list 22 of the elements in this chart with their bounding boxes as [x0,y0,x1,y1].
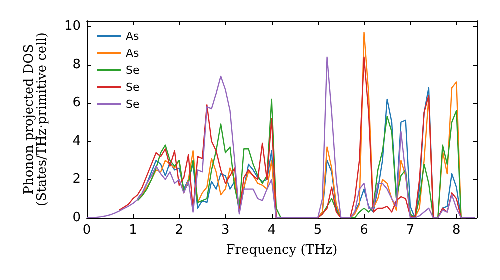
legend-label: Se [126,64,140,77]
y-tick-label: 0 [72,210,81,226]
x-tick-label: 0 [82,223,92,238]
x-tick-label: 6 [360,223,368,238]
x-axis-title: Frequency (THz) [226,243,338,258]
x-tick-label: 3 [221,223,230,238]
y-tick-label: 10 [64,19,81,34]
y-tick-label: 2 [72,172,81,188]
y-tick-label: 4 [72,134,81,149]
x-tick-label: 1 [129,223,138,238]
x-tick-label: 2 [175,223,184,238]
y-tick-label: 6 [72,96,81,111]
x-tick-label: 4 [268,223,276,238]
legend-label: Se [126,98,140,111]
legend-label: As [126,47,140,60]
x-tick-label: 5 [314,223,322,238]
x-tick-label: 8 [452,223,461,238]
legend-label: As [126,30,140,43]
y-tick-label: 8 [72,57,81,72]
y-axis-title: Phonon projected DOS (States/THz·primitive cell) [22,32,50,207]
legend-label: Se [126,81,140,94]
x-tick-label: 7 [406,223,415,238]
